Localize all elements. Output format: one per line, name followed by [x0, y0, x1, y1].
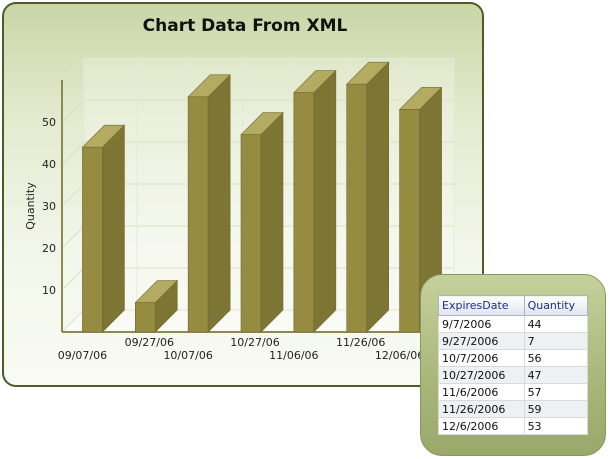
- bar[interactable]: [293, 69, 337, 333]
- bar-front: [346, 83, 368, 333]
- table-row[interactable]: 10/27/2006 47: [438, 366, 589, 384]
- cell-quantity: 47: [523, 366, 589, 384]
- bar-side: [313, 69, 337, 333]
- bar-top: [134, 280, 179, 303]
- bar-side: [207, 74, 231, 333]
- bar-top: [398, 87, 443, 110]
- data-table: ExpiresDate Quantity 9/7/2006 44 9/27/200…: [438, 295, 589, 435]
- y-axis-label: Quantity: [24, 182, 37, 230]
- cell-expires-date: 10/7/2006: [438, 349, 525, 367]
- bar[interactable]: [398, 86, 443, 333]
- cell-expires-date: 11/26/2006: [438, 400, 525, 418]
- x-tick-label: 12/06/06: [375, 349, 424, 362]
- cell-quantity: 56: [523, 349, 589, 367]
- bar-front: [399, 109, 420, 333]
- data-table-panel: ExpiresDate Quantity 9/7/2006 44 9/27/200…: [420, 274, 606, 456]
- cell-quantity: 53: [523, 417, 589, 435]
- bar-front: [134, 302, 156, 333]
- cell-expires-date: 10/27/2006: [438, 366, 525, 384]
- table-header-row: ExpiresDate Quantity: [438, 295, 589, 316]
- bar[interactable]: [81, 124, 126, 333]
- bar-top: [187, 74, 231, 98]
- x-tick-label: 10/07/06: [163, 349, 212, 362]
- y-tick-label: 30: [42, 200, 56, 213]
- x-tick-label: 09/27/06: [125, 336, 174, 349]
- bar-front: [82, 146, 103, 333]
- bar-front: [293, 92, 315, 333]
- bar-side: [366, 61, 390, 333]
- bar-side: [102, 124, 125, 333]
- table-row[interactable]: 11/6/2006 57: [438, 383, 589, 401]
- table-row[interactable]: 12/6/2006 53: [438, 417, 589, 435]
- table-row[interactable]: 9/7/2006 44: [438, 315, 589, 333]
- bar-top: [81, 124, 126, 148]
- cell-quantity: 57: [523, 383, 589, 401]
- table-row[interactable]: 11/26/2006 59: [438, 400, 589, 418]
- bar[interactable]: [187, 74, 231, 333]
- cell-expires-date: 9/7/2006: [438, 315, 525, 333]
- cell-quantity: 44: [523, 315, 589, 333]
- cell-expires-date: 11/6/2006: [438, 383, 525, 401]
- bar-front: [240, 134, 262, 333]
- table-row[interactable]: 9/27/2006 7: [438, 332, 589, 350]
- x-tick-label: 11/06/06: [269, 349, 318, 362]
- bar[interactable]: [134, 279, 179, 333]
- bar[interactable]: [345, 61, 390, 333]
- cell-expires-date: 9/27/2006: [438, 332, 525, 350]
- chart-title: Chart Data From XML: [142, 16, 348, 36]
- x-tick-label: 09/07/06: [58, 349, 107, 362]
- bar-front: [187, 96, 209, 333]
- bar-top: [240, 112, 284, 135]
- y-tick-label: 50: [42, 116, 56, 129]
- y-tick-label: 10: [42, 284, 56, 297]
- cell-quantity: 59: [523, 400, 589, 418]
- cell-quantity: 7: [523, 332, 589, 350]
- bar-top: [293, 70, 337, 93]
- bar-side: [260, 111, 284, 333]
- bar-top: [345, 61, 390, 85]
- column-header-expires-date[interactable]: ExpiresDate: [438, 295, 525, 316]
- y-tick-label: 40: [42, 158, 56, 171]
- column-header-quantity[interactable]: Quantity: [523, 295, 589, 316]
- x-tick-label: 11/26/06: [336, 336, 385, 349]
- cell-expires-date: 12/6/2006: [438, 417, 525, 435]
- y-tick-label: 20: [42, 242, 56, 255]
- table-row[interactable]: 10/7/2006 56: [438, 349, 589, 367]
- bar-chart: 10 20 30 40 50 Quantity 09/07/06 09/27/0610/07/…: [24, 57, 456, 362]
- bar[interactable]: [240, 111, 284, 333]
- x-tick-label: 10/27/06: [230, 336, 279, 349]
